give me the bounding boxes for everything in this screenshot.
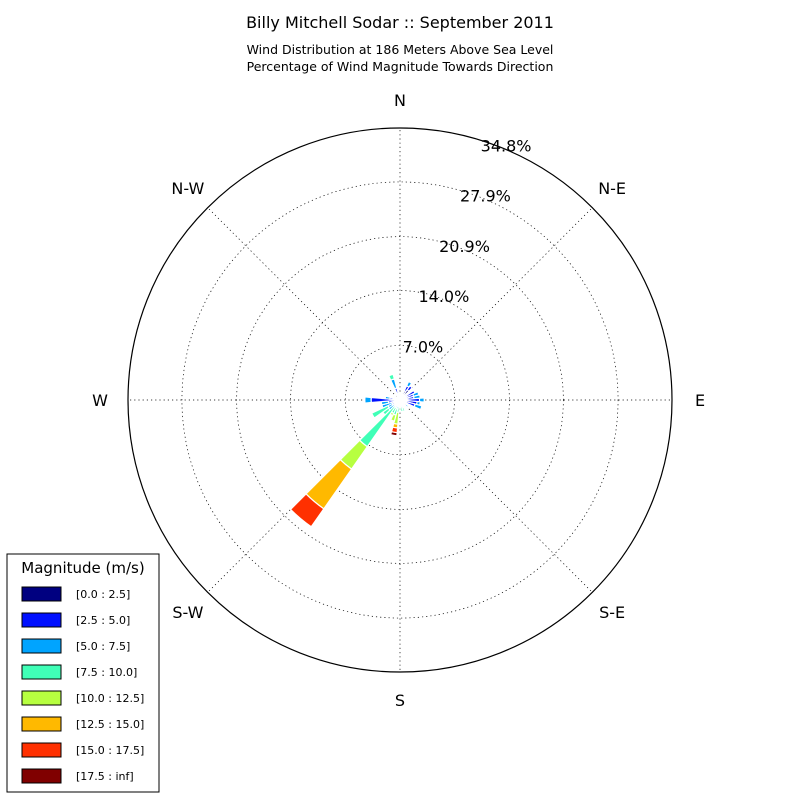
ring-circle (344, 344, 456, 456)
legend-label: [17.5 : inf] (76, 770, 134, 783)
direction-label: E (695, 391, 705, 410)
legend-label: [5.0 : 7.5] (76, 640, 130, 653)
direction-label: S-W (172, 603, 203, 622)
legend-swatch (21, 742, 62, 758)
windrose-bars (289, 373, 425, 528)
legend-label: [7.5 : 10.0] (76, 666, 137, 679)
direction-label: S (395, 691, 405, 710)
legend-swatch (21, 664, 62, 680)
direction-label: N-W (171, 179, 204, 198)
ring-circle (290, 290, 510, 510)
legend-label: [12.5 : 15.0] (76, 718, 144, 731)
direction-label: S-E (599, 603, 625, 622)
radial-tick-label: 14.0% (418, 287, 469, 306)
windrose-bar-segment (413, 403, 423, 411)
legend: Magnitude (m/s) [0.0 : 2.5] [2.5 : 5.0] [5… (6, 553, 160, 793)
windrose-bar-segment (389, 430, 398, 437)
radial-tick-label: 27.9% (460, 187, 511, 206)
legend-swatch (21, 716, 62, 732)
windrose-bar-segment (397, 391, 401, 396)
windrose-bar-segment (405, 380, 413, 389)
windrose-bar-segment (418, 397, 425, 403)
legend-items: [0.0 : 2.5] [2.5 : 5.0] [5.0 : 7.5] [7.5 : … (21, 586, 144, 784)
windrose-bar-segment (389, 413, 397, 422)
direction-label: N-E (598, 179, 626, 198)
legend-title: Magnitude (m/s) (21, 559, 144, 577)
legend-swatch (21, 690, 62, 706)
windrose-bar-segment (406, 385, 414, 393)
outer-circle (127, 127, 673, 673)
windrose-bar-segment (364, 396, 372, 404)
direction-label: W (92, 391, 108, 410)
legend-label: [15.0 : 17.5] (76, 744, 144, 757)
legend-swatch (21, 768, 62, 784)
radial-tick-label: 7.0% (403, 337, 444, 356)
windrose-bar-segment (384, 395, 391, 400)
ring-circle (236, 236, 564, 564)
direction-labels: N N-E E S-E S S-W W N-W (92, 91, 705, 710)
windrose-bar-segment (370, 404, 390, 419)
windrose-bar-segment (399, 404, 404, 413)
direction-label: N (394, 91, 406, 110)
spoke-line (399, 399, 593, 593)
windrose-bar-segment (387, 373, 396, 381)
legend-swatch (21, 612, 62, 628)
radial-tick-label: 34.8% (481, 137, 532, 156)
legend-swatch (21, 586, 62, 602)
legend-label: [10.0 : 12.5] (76, 692, 144, 705)
legend-label: [0.0 : 2.5] (76, 588, 130, 601)
radial-tick-labels: 7.0% 14.0% 20.9% 27.9% 34.8% (403, 137, 532, 357)
chart-subtitle-line-1: Wind Distribution at 186 Meters Above Se… (247, 42, 554, 57)
windrose-bar-segment (289, 493, 325, 528)
chart-subtitle-line-2: Percentage of Wind Magnitude Towards Dir… (247, 59, 554, 74)
polar-grid (127, 127, 673, 673)
ring-circle (181, 181, 619, 619)
legend-label: [2.5 : 5.0] (76, 614, 130, 627)
chart-title: Billy Mitchell Sodar :: September 2011 (246, 13, 554, 32)
legend-swatch (21, 638, 62, 654)
spoke-line (207, 207, 401, 401)
radial-tick-label: 20.9% (439, 237, 490, 256)
